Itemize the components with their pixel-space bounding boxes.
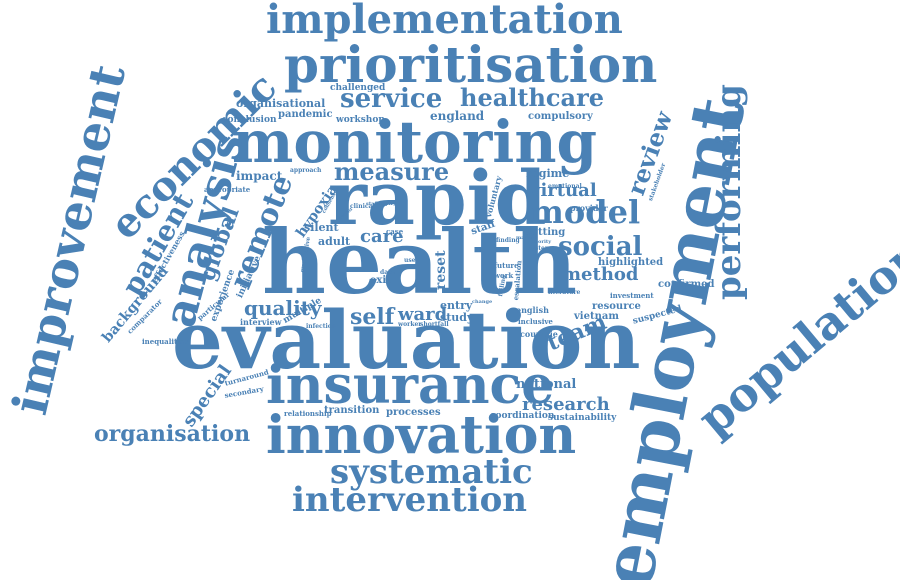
- word-reset: reset: [433, 250, 449, 290]
- word-monitoring: monitoring: [232, 108, 598, 176]
- word-implementation: implementation: [266, 0, 623, 43]
- word-emotional: emotional: [548, 183, 582, 190]
- word-confirmed: confirmed: [658, 279, 715, 290]
- word-case: case: [386, 227, 404, 236]
- word-relationship: relationship: [284, 409, 332, 418]
- word-change: change: [472, 299, 493, 305]
- word-entry: entry: [440, 299, 473, 312]
- word-self: self: [350, 304, 395, 330]
- word-ward: ward: [398, 304, 448, 325]
- word-english: english: [516, 305, 549, 315]
- word-insurance: insurance: [266, 355, 555, 416]
- word-worker: worker: [398, 321, 422, 328]
- word-data: data: [380, 269, 395, 276]
- word-future: future: [494, 261, 519, 270]
- word-investment: investment: [610, 291, 654, 300]
- word-performing: performing: [709, 84, 749, 300]
- word-improvement: improvement: [2, 59, 137, 420]
- word-organisational: organisational: [236, 97, 326, 110]
- word-shortfall: shortfall: [420, 321, 449, 328]
- word-prioritisation: prioritisation: [284, 35, 658, 94]
- word-provider: provider: [570, 203, 608, 213]
- word-secondary: secondary: [223, 384, 265, 400]
- word-conclusion: conclusion: [222, 115, 277, 125]
- word-approach: approach: [290, 167, 322, 174]
- word-infection: infection: [306, 323, 337, 330]
- word-processes: processes: [386, 407, 441, 418]
- word-system: system: [528, 245, 552, 252]
- word-measure: measure: [334, 157, 450, 186]
- word-quality: quality: [244, 296, 322, 320]
- word-priority: priority: [530, 239, 552, 245]
- word-finding: finding: [496, 237, 520, 244]
- word-health: health: [262, 210, 578, 314]
- word-national: national: [516, 377, 577, 392]
- word-transition: transition: [324, 405, 380, 416]
- word-coordination: coordination: [490, 411, 555, 421]
- word-impact: impact: [236, 169, 283, 183]
- word-countrie: countrie: [520, 329, 558, 339]
- word-workshop: workshop: [336, 115, 385, 125]
- word-interview: interview: [240, 317, 282, 327]
- word-study: study: [440, 311, 474, 324]
- word-vietnam: vietnam: [574, 311, 619, 322]
- word-social: social: [558, 232, 643, 262]
- word-inequalities: inequalities: [142, 337, 189, 346]
- word-rapid: rapid: [328, 156, 547, 242]
- word-resource: resource: [592, 301, 641, 312]
- word-evaluation: evaluation: [172, 293, 641, 387]
- word-setting: setting: [526, 227, 566, 238]
- word-market: market: [516, 235, 537, 241]
- word-staffing: staffing: [366, 201, 388, 207]
- word-inclusive: inclusive: [518, 317, 553, 326]
- word-clinical: clinical: [350, 203, 375, 210]
- word-exit: exit: [370, 275, 391, 286]
- word-healthcare: healthcare: [460, 83, 604, 112]
- word-pandemic: pandemic: [278, 109, 333, 120]
- word-care: care: [360, 226, 404, 247]
- word-virtual: virtual: [530, 180, 597, 201]
- word-sustainability: sustainability: [548, 413, 617, 423]
- word-adult: adult: [318, 235, 351, 248]
- word-method: method: [562, 264, 639, 285]
- word-highlighted: highlighted: [598, 257, 664, 268]
- word-challenged: challenged: [330, 83, 386, 93]
- word-systematic: systematic: [330, 452, 533, 492]
- word-work: work: [494, 271, 514, 280]
- word-service: service: [340, 84, 443, 114]
- word-appropriate: appropriate: [204, 185, 251, 194]
- word-england: england: [430, 109, 485, 123]
- word-regime: regime: [526, 167, 570, 180]
- word-model: model: [530, 193, 641, 231]
- word-silent: silent: [304, 221, 339, 234]
- word-intervention: intervention: [292, 480, 528, 520]
- word-inquiry: inquiry: [376, 201, 397, 207]
- word-literature: literature: [548, 289, 581, 296]
- word-organisation: organisation: [94, 421, 251, 447]
- word-compulsory: compulsory: [528, 111, 593, 122]
- word-research: research: [522, 394, 610, 415]
- word-innovation: innovation: [266, 405, 577, 466]
- word-use: use: [404, 257, 416, 264]
